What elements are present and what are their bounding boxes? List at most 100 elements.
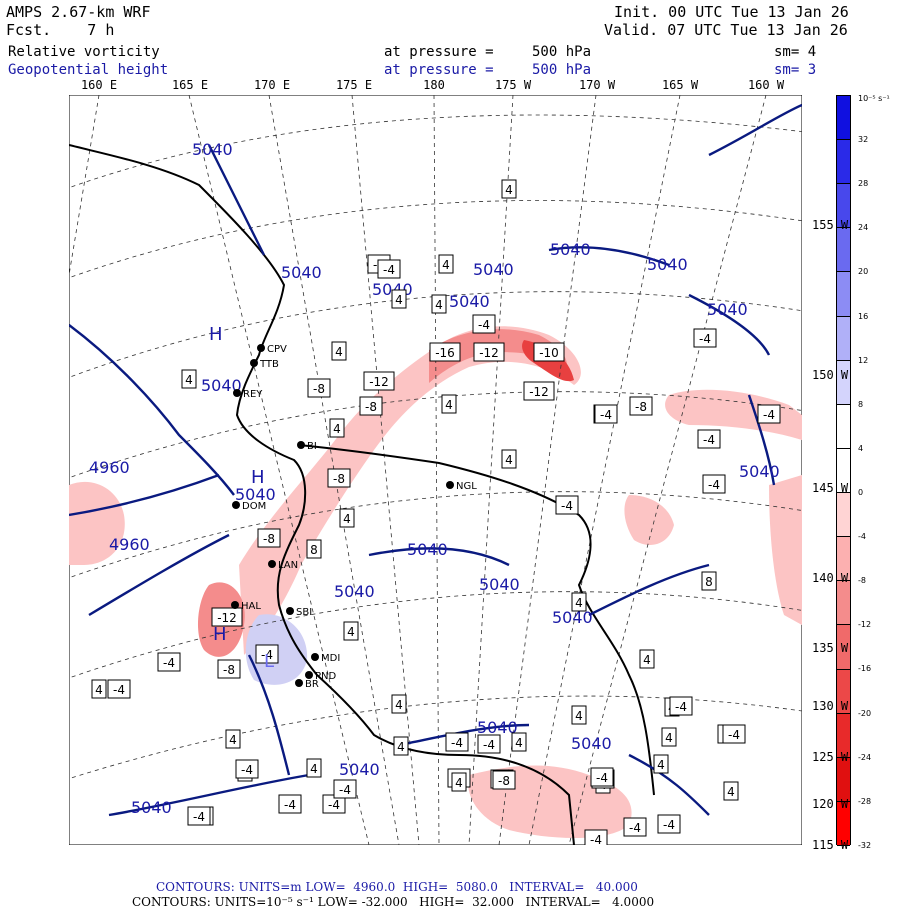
vorticity-label-box [571, 705, 587, 725]
height-contours [69, 103, 802, 817]
vorticity-label-box [107, 679, 131, 699]
colorbar-swatch [837, 360, 850, 405]
station-dot [286, 607, 294, 615]
vorticity-label-text: 4 [435, 298, 443, 312]
vorticity-label-box [629, 396, 653, 416]
height-contour-label: 5040 [281, 263, 322, 282]
field2-pressure-value: 500 hPa [532, 62, 592, 78]
vorticity-label: 8 [701, 571, 717, 591]
vorticity-label-text: 4 [505, 453, 513, 467]
station-marker: MDI [311, 653, 340, 664]
vorticity-label-text: -4 [590, 833, 602, 845]
vorticity-label: 4 [393, 736, 409, 756]
vorticity-label-box [331, 341, 347, 361]
vorticity-label-box [501, 449, 517, 469]
vorticity-label-box [669, 696, 693, 716]
vorticity-label-box [723, 781, 739, 801]
station-marker: DOM [232, 501, 266, 512]
vorticity-label: 4 [391, 694, 407, 714]
station-dot [446, 481, 454, 489]
colorbar-tick-label: 4 [858, 443, 864, 453]
model-title: AMPS 2.67-km WRF [6, 3, 151, 21]
init-time: Init. 00 UTC Tue 13 Jan 26 [614, 3, 849, 21]
vorticity-label-text: -4 [763, 408, 775, 422]
vorticity-label-box [639, 649, 655, 669]
vorticity-label-box [511, 732, 527, 752]
colorbar-tick-label: 24 [858, 223, 869, 233]
vorticity-label-text: -4 [708, 478, 720, 492]
graticule [69, 95, 802, 845]
vorticity-label-box [429, 342, 461, 362]
vorticity-label: -4 [584, 829, 608, 845]
vorticity-label: 4 [511, 732, 527, 752]
field2-pressure-label: at pressure = [384, 62, 494, 78]
height-contour-label: 5040 [131, 798, 172, 817]
vorticity-label-text: -4 [600, 408, 612, 422]
station-label: TTB [259, 359, 279, 370]
height-contour-label: 5040 [201, 376, 242, 395]
vorticity-label-text: -4 [675, 700, 687, 714]
vorticity-label-box [255, 644, 279, 664]
lon-label: 175 W [494, 78, 532, 92]
vorticity-label-text: -4 [193, 810, 205, 824]
vorticity-label: 4 [501, 179, 517, 199]
high-pressure-marker: H [209, 324, 223, 345]
station-dot [268, 560, 276, 568]
vorticity-label-text: -12 [529, 385, 549, 399]
vorticity-label: 4 [653, 754, 669, 774]
vorticity-label: 4 [329, 418, 345, 438]
colorbar-tick-label: 20 [858, 267, 869, 277]
station-marker: REY [233, 389, 263, 400]
vorticity-label: -4 [472, 314, 496, 334]
vorticity-label-box [661, 727, 677, 747]
vorticity-label-box [377, 259, 401, 279]
vorticity-label: 4 [661, 727, 677, 747]
vorticity-label-box [187, 806, 211, 826]
vorticity-label-text: -12 [369, 375, 389, 389]
vorticity-label-box [451, 772, 467, 792]
lat-label: 135 W [812, 641, 849, 655]
vorticity-label: -4 [722, 724, 746, 744]
vorticity-label-text: 4 [229, 733, 237, 747]
field1-smoothing: sm= 4 [774, 44, 817, 60]
colorbar-tick-label: 8 [858, 399, 864, 409]
vorticity-label-box [431, 294, 447, 314]
vorticity-label-text: 4 [397, 740, 405, 754]
vorticity-label: 4 [571, 705, 587, 725]
vorticity-label-box [363, 371, 395, 391]
vorticity-label-box [306, 758, 322, 778]
vorticity-label-box [657, 814, 681, 834]
station-marker: PND [305, 671, 337, 682]
colorbar-tick-label: 16 [858, 311, 869, 321]
lon-label: 165 W [661, 78, 699, 92]
height-contour-label: 5040 [571, 734, 612, 753]
station-label: SBI [296, 607, 312, 618]
vorticity-label-box [445, 732, 469, 752]
vorticity-label-box [307, 378, 331, 398]
station-marker: NGL [446, 481, 477, 492]
vorticity-label: -8 [327, 468, 351, 488]
colorbar-swatch [837, 801, 850, 846]
vorticity-label-text: -8 [333, 472, 345, 486]
vorticity-label: 4 [451, 772, 467, 792]
colorbar-tick-label: -24 [858, 752, 872, 762]
vorticity-label-text: -10 [539, 346, 559, 360]
vorticity-label: 4 [339, 508, 355, 528]
vorticity-label-text: -4 [596, 771, 608, 785]
vorticity-label-box [306, 539, 322, 559]
vorticity-label-box [523, 381, 555, 401]
height-contour-label: 5040 [334, 582, 375, 601]
height-contour-label: 5040 [739, 462, 780, 481]
vorticity-label-box [217, 659, 241, 679]
vorticity-label-box [594, 404, 618, 424]
vorticity-label-box [722, 724, 746, 744]
vorticity-label-text: 8 [310, 543, 318, 557]
colorbar-swatch [837, 272, 850, 317]
vorticity-label-text: 4 [575, 596, 583, 610]
low-pressure-marker: L [264, 651, 274, 672]
vorticity-label: -12 [363, 371, 395, 391]
height-contour-label: 5040 [477, 718, 518, 737]
vorticity-label-box [391, 289, 407, 309]
vorticity-label-box [339, 508, 355, 528]
station-marker: TTB [250, 359, 279, 370]
